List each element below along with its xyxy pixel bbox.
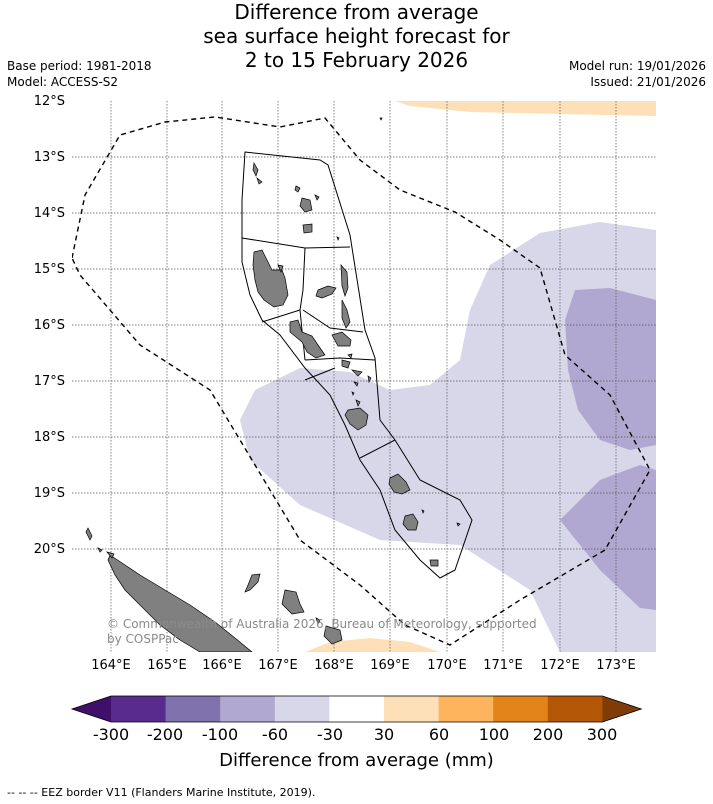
colorbar-segment bbox=[165, 696, 221, 722]
colorbar-title: Difference from average (mm) bbox=[219, 750, 494, 771]
island-espiritu-santo bbox=[252, 249, 289, 308]
lat-label: 13°S bbox=[33, 150, 65, 165]
title-line-1: Difference from average bbox=[234, 0, 479, 24]
colorbar-segment bbox=[111, 696, 167, 722]
colorbar-label: -100 bbox=[201, 725, 239, 744]
model-run: Model run: 19/01/2026 bbox=[568, 59, 706, 73]
colorbar-extend-high bbox=[602, 696, 642, 722]
model-name: Model: ACCESS-S2 bbox=[7, 75, 119, 89]
lat-label: 20°S bbox=[33, 542, 65, 557]
anomaly-region-mid-purple-southeast bbox=[560, 465, 656, 610]
island-lifou bbox=[281, 589, 305, 615]
lat-label: 19°S bbox=[33, 486, 65, 501]
colorbar-segment bbox=[329, 696, 385, 722]
map-title: Difference from average sea surface heig… bbox=[0, 0, 713, 72]
island-new-caledonia bbox=[107, 554, 253, 652]
title-line-3: 2 to 15 February 2026 bbox=[244, 48, 469, 72]
copyright-notice: © Commonwealth of Australia 2026, Bureau… bbox=[107, 617, 537, 646]
lon-label: 170°E bbox=[427, 658, 467, 673]
colorbar-segment bbox=[547, 696, 603, 722]
islands bbox=[85, 117, 461, 652]
island-tanna bbox=[402, 513, 419, 531]
lon-label: 171°E bbox=[483, 658, 523, 673]
lat-label: 18°S bbox=[33, 430, 65, 445]
island-mare bbox=[323, 625, 343, 645]
colorbar-segment bbox=[274, 696, 330, 722]
lat-label: 14°S bbox=[33, 206, 65, 221]
island-malakula bbox=[289, 319, 326, 359]
island-ouvea bbox=[244, 573, 261, 593]
colorbar-segment bbox=[438, 696, 494, 722]
colorbar-label: 200 bbox=[532, 725, 564, 744]
anomaly-region-mid-purple-east bbox=[565, 288, 656, 450]
island-efate bbox=[344, 407, 369, 431]
colorbar-segment bbox=[384, 696, 440, 722]
meta-right: Model run: 19/01/2026 Issued: 21/01/2026 bbox=[569, 58, 706, 90]
meta-left: Base period: 1981-2018 Model: ACCESS-S2 bbox=[7, 58, 152, 90]
colorbar-label: 60 bbox=[428, 725, 450, 744]
colorbar-label: 300 bbox=[586, 725, 618, 744]
colorbar-label: 100 bbox=[478, 725, 510, 744]
issued-date: Issued: 21/01/2026 bbox=[590, 75, 706, 89]
lon-label: 173°E bbox=[596, 658, 636, 673]
colorbar-label: -30 bbox=[316, 725, 344, 744]
colorbar-segment bbox=[493, 696, 549, 722]
lon-label: 166°E bbox=[202, 658, 242, 673]
eez-footnote: -- -- -- EEZ border V11 (Flanders Marine… bbox=[7, 786, 316, 799]
lon-label: 168°E bbox=[314, 658, 354, 673]
lon-label: 172°E bbox=[540, 658, 580, 673]
anomaly-region-orange-north bbox=[395, 101, 656, 116]
lon-label: 164°E bbox=[91, 658, 131, 673]
lon-label: 167°E bbox=[258, 658, 298, 673]
base-period: Base period: 1981-2018 bbox=[7, 59, 152, 73]
province-boundaries bbox=[241, 151, 473, 579]
title-line-2: sea surface height forecast for bbox=[203, 24, 510, 48]
lat-label: 15°S bbox=[33, 262, 65, 277]
island-torres bbox=[252, 161, 259, 177]
colorbar-segment bbox=[220, 696, 276, 722]
colorbar-label: -200 bbox=[146, 725, 184, 744]
island-erromango bbox=[388, 473, 411, 495]
lon-label: 165°E bbox=[147, 658, 187, 673]
colorbar-extend-low bbox=[72, 696, 111, 722]
colorbar-outline bbox=[70, 695, 643, 723]
colorbar-label: -300 bbox=[92, 725, 130, 744]
colorbar-label: -60 bbox=[261, 725, 289, 744]
eez-border bbox=[72, 116, 651, 646]
colorbar-label: 30 bbox=[373, 725, 395, 744]
lat-label: 16°S bbox=[33, 318, 65, 333]
lat-label: 17°S bbox=[33, 374, 65, 389]
colorbar bbox=[70, 695, 643, 723]
lat-label: 12°S bbox=[33, 94, 65, 109]
lon-label: 169°E bbox=[370, 658, 410, 673]
